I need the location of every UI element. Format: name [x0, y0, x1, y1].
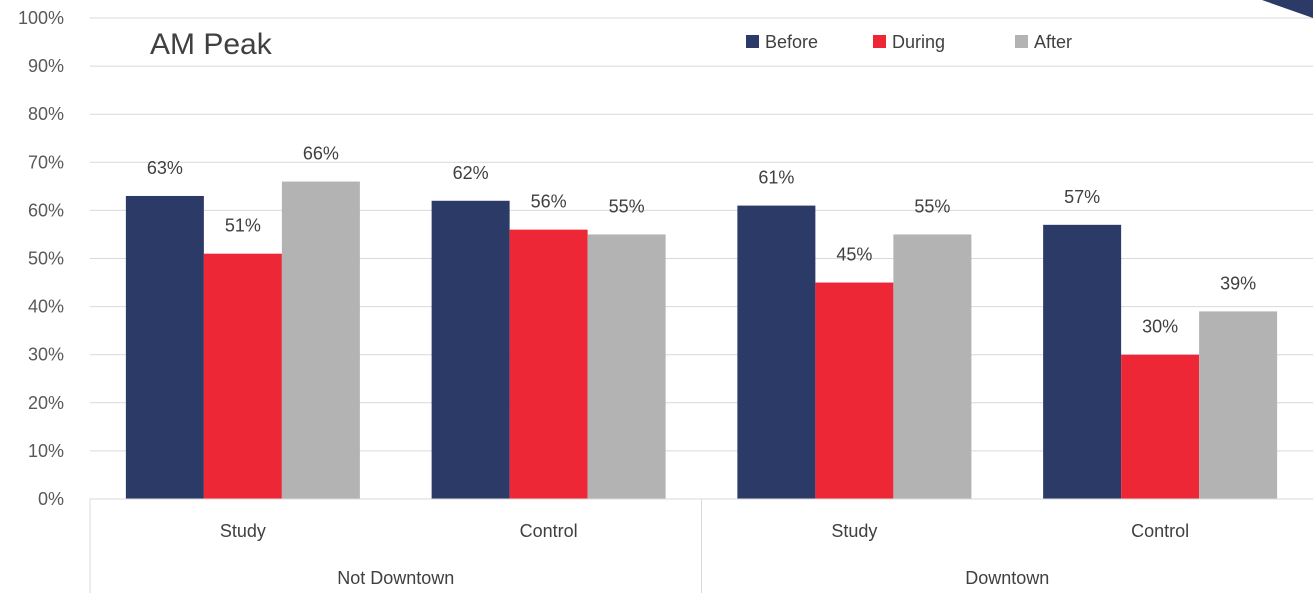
bar-after: [1199, 311, 1278, 499]
y-tick-label: 70%: [28, 152, 64, 172]
data-label: 39%: [1220, 273, 1256, 293]
legend-swatch-during: [873, 35, 886, 48]
y-tick-label: 40%: [28, 297, 64, 317]
bar-before: [737, 205, 816, 499]
bar-before: [431, 200, 510, 499]
bar-during: [815, 282, 894, 499]
y-tick-label: 10%: [28, 441, 64, 461]
data-label: 30%: [1142, 317, 1178, 337]
bar-after: [281, 181, 360, 500]
bar-during: [1121, 354, 1200, 499]
data-label: 45%: [836, 245, 872, 265]
legend-swatch-before: [746, 35, 759, 48]
data-label: 63%: [147, 158, 183, 178]
corner-decoration: [1262, 0, 1313, 18]
data-label: 51%: [225, 216, 261, 236]
y-tick-label: 30%: [28, 345, 64, 365]
y-tick-label: 50%: [28, 249, 64, 269]
bar-before: [125, 195, 204, 499]
y-tick-label: 20%: [28, 393, 64, 413]
group-label: Not Downtown: [337, 568, 454, 588]
category-label: Study: [220, 521, 266, 541]
bar-before: [1043, 224, 1122, 499]
y-tick-label: 100%: [18, 8, 64, 28]
bar-during: [203, 253, 282, 499]
y-tick-label: 0%: [38, 489, 64, 509]
data-label: 55%: [914, 196, 950, 216]
legend-label-during: During: [892, 32, 945, 52]
bar-after: [893, 234, 972, 499]
data-label: 62%: [453, 163, 489, 183]
legend-swatch-after: [1015, 35, 1028, 48]
data-label: 57%: [1064, 187, 1100, 207]
y-tick-label: 80%: [28, 104, 64, 124]
category-label: Control: [1131, 521, 1189, 541]
y-tick-label: 60%: [28, 200, 64, 220]
data-labels: 63% 51% 66% 62% 56% 55% 61% 45% 55% 57% 30% 39%: [147, 144, 1256, 337]
group-label: Downtown: [965, 568, 1049, 588]
legend-label-after: After: [1034, 32, 1072, 52]
data-label: 61%: [758, 168, 794, 188]
category-label: Study: [831, 521, 877, 541]
y-tick-label: 90%: [28, 56, 64, 76]
data-label: 66%: [303, 144, 339, 164]
y-axis: 0% 10% 20% 30% 40% 50% 60% 70% 80% 90% 100%: [18, 8, 64, 509]
category-label: Control: [520, 521, 578, 541]
bar-during: [509, 229, 588, 499]
bar-after: [587, 234, 666, 499]
legend-label-before: Before: [765, 32, 818, 52]
chart-title: AM Peak: [150, 28, 273, 61]
data-label: 56%: [531, 192, 567, 212]
data-label: 55%: [609, 196, 645, 216]
bars: [125, 181, 1278, 500]
legend: Before During After: [746, 32, 1072, 52]
x-axis: Not Downtown Downtown Study Control Study Con…: [89, 498, 1313, 593]
